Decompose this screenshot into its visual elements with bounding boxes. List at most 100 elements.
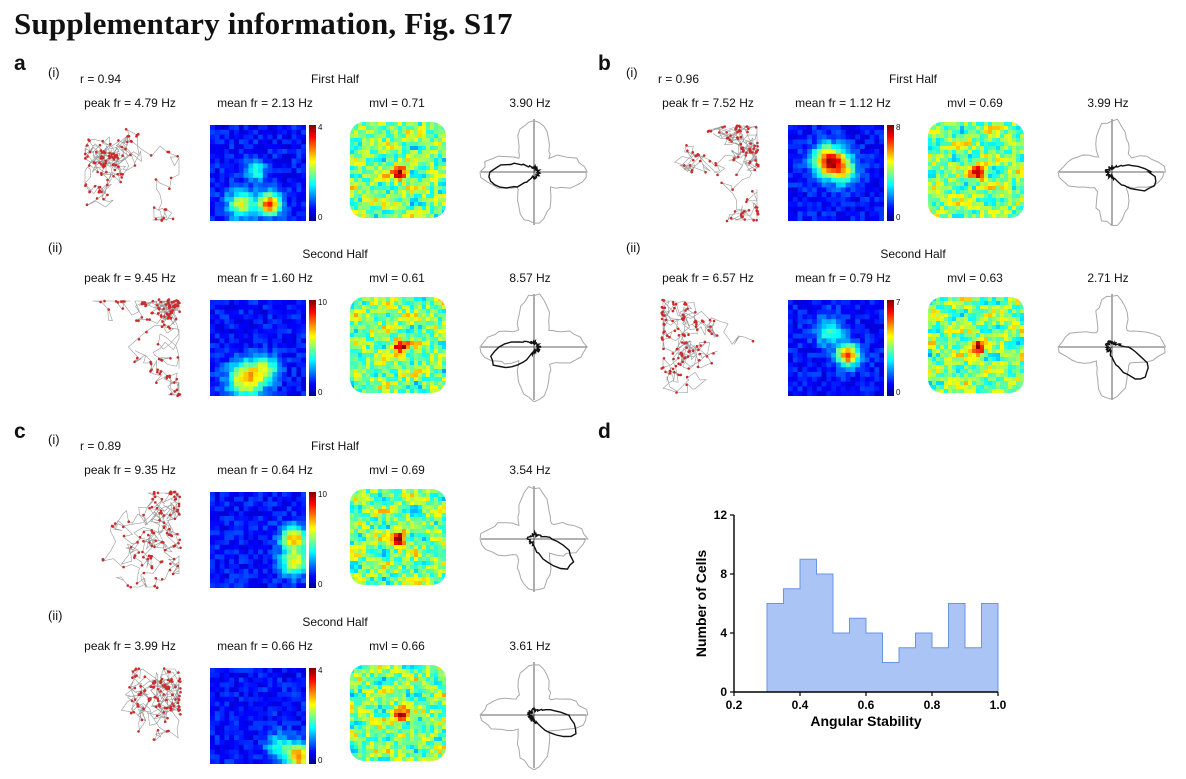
histogram-bar — [932, 648, 949, 692]
correlation-value: r = 0.94 — [80, 72, 122, 86]
colorbar-max-label: 7 — [896, 298, 901, 307]
rate-map — [210, 492, 306, 588]
mean-vector-length: mvl = 0.63 — [947, 271, 1003, 285]
rate-map — [788, 125, 884, 221]
peak-firing-rate: peak fr = 3.99 Hz — [84, 639, 176, 653]
colorbar-max-label: 4 — [318, 666, 323, 675]
peak-directional-rate: 2.71 Hz — [1087, 271, 1129, 285]
mean-vector-length: mvl = 0.69 — [947, 96, 1003, 110]
figure-title: Supplementary information, Fig. S17 — [14, 6, 513, 41]
histogram-bar — [784, 589, 801, 692]
spatial-correlogram — [350, 122, 446, 218]
mean-firing-rate: mean fr = 0.66 Hz — [217, 639, 313, 653]
histogram-bar — [767, 604, 784, 693]
correlation-value: r = 0.89 — [80, 439, 122, 453]
polar-tuning-plot — [479, 662, 589, 770]
colorbar — [309, 492, 316, 588]
row-label: (i) — [626, 65, 638, 80]
polar-tuning-plot — [479, 485, 589, 592]
colorbar-min-label: 0 — [318, 388, 323, 397]
polar-tuning-plot — [479, 119, 588, 225]
histogram-bar — [883, 663, 900, 693]
histogram-bar — [982, 604, 999, 693]
peak-firing-rate: peak fr = 9.45 Hz — [84, 271, 176, 285]
spatial-correlogram — [350, 665, 446, 761]
peak-firing-rate: peak fr = 7.52 Hz — [662, 96, 754, 110]
colorbar-max-label: 4 — [318, 123, 323, 132]
mean-vector-length: mvl = 0.66 — [369, 639, 425, 653]
y-tick-label: 4 — [720, 626, 727, 640]
histogram-bar — [899, 648, 916, 692]
x-tick-label: 1.0 — [990, 698, 1007, 712]
row-label: (ii) — [48, 608, 63, 623]
peak-directional-rate: 3.54 Hz — [509, 463, 551, 477]
trajectory-plot — [660, 298, 755, 394]
half-label: Second Half — [302, 247, 368, 261]
histogram-bar — [866, 633, 883, 692]
spatial-correlogram — [928, 297, 1024, 393]
mean-vector-length: mvl = 0.69 — [369, 463, 425, 477]
spatial-correlogram — [350, 297, 446, 393]
colorbar — [887, 300, 894, 396]
peak-directional-rate: 8.57 Hz — [509, 271, 551, 285]
row-label: (ii) — [48, 240, 63, 255]
colorbar-min-label: 0 — [896, 388, 901, 397]
trajectory-plot — [92, 298, 182, 398]
panel-label-b: b — [598, 52, 611, 75]
histogram-area — [766, 558, 999, 693]
rate-map — [210, 300, 306, 396]
peak-directional-rate: 3.90 Hz — [509, 96, 551, 110]
polar-tuning-plot — [479, 293, 589, 402]
peak-firing-rate: peak fr = 4.79 Hz — [84, 96, 176, 110]
peak-firing-rate: peak fr = 6.57 Hz — [662, 271, 754, 285]
angular-stability-histogram: 0 4 8 12 0.2 0.4 0.6 0.8 1.0 Angular Stability Num… — [693, 508, 1007, 729]
half-label: First Half — [311, 439, 359, 453]
trajectory-plot — [120, 667, 182, 742]
half-label: Second Half — [302, 615, 368, 629]
x-tick-label: 0.8 — [924, 698, 941, 712]
colorbar-min-label: 0 — [318, 213, 323, 222]
mean-firing-rate: mean fr = 0.64 Hz — [217, 463, 313, 477]
trajectory-plot — [674, 124, 760, 223]
rate-map — [210, 125, 306, 221]
mean-firing-rate: mean fr = 1.60 Hz — [217, 271, 313, 285]
polar-tuning-plot — [1057, 294, 1167, 400]
mean-firing-rate: mean fr = 0.79 Hz — [795, 271, 891, 285]
rate-map — [788, 300, 884, 396]
panel-label-c: c — [14, 420, 26, 443]
spatial-correlogram — [350, 489, 446, 585]
half-label: First Half — [889, 72, 937, 86]
panel-label-d: d — [598, 420, 611, 443]
colorbar — [309, 300, 316, 396]
x-axis-label: Angular Stability — [810, 713, 921, 729]
half-label: First Half — [311, 72, 359, 86]
colorbar-max-label: 10 — [318, 490, 327, 499]
histogram-bar — [916, 633, 933, 692]
histogram-bar — [850, 618, 867, 692]
x-tick-label: 0.6 — [858, 698, 875, 712]
histogram-bar — [949, 604, 966, 693]
histogram-bar — [833, 633, 850, 692]
y-tick-label: 8 — [720, 567, 727, 581]
colorbar — [309, 125, 316, 221]
x-tick-label: 0.4 — [792, 698, 809, 712]
peak-directional-rate: 3.61 Hz — [509, 639, 551, 653]
y-tick-label: 0 — [720, 685, 727, 699]
colorbar — [887, 125, 894, 221]
panel-label-a: a — [14, 52, 26, 75]
rate-map — [210, 668, 306, 764]
row-label: (i) — [48, 432, 60, 447]
histogram-bar — [817, 574, 834, 692]
peak-directional-rate: 3.99 Hz — [1087, 96, 1129, 110]
y-tick-label: 12 — [714, 508, 728, 522]
trajectory-plot — [83, 128, 180, 222]
mean-vector-length: mvl = 0.61 — [369, 271, 425, 285]
row-label: (ii) — [626, 240, 641, 255]
colorbar-min-label: 0 — [318, 580, 323, 589]
mean-vector-length: mvl = 0.71 — [369, 96, 425, 110]
polar-tuning-plot — [1057, 118, 1167, 227]
histogram-bar — [800, 559, 817, 692]
correlation-value: r = 0.96 — [658, 72, 700, 86]
mean-firing-rate: mean fr = 2.13 Hz — [217, 96, 313, 110]
mean-firing-rate: mean fr = 1.12 Hz — [795, 96, 891, 110]
